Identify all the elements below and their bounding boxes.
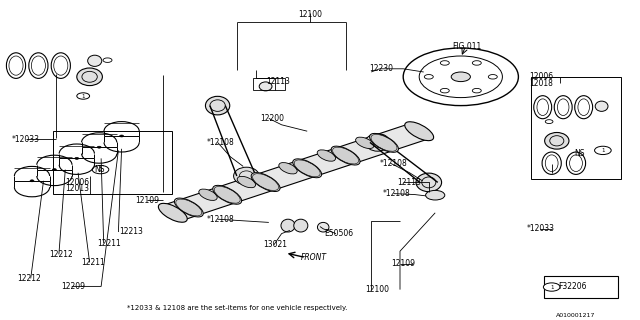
Text: *12108: *12108 [207, 215, 235, 224]
Bar [253, 78, 285, 90]
Text: *12108: *12108 [383, 189, 411, 198]
Text: 12211: 12211 [81, 258, 105, 267]
Polygon shape [163, 124, 429, 220]
Text: NS: NS [94, 165, 104, 174]
Ellipse shape [369, 133, 399, 152]
Ellipse shape [259, 82, 272, 91]
Ellipse shape [595, 101, 608, 111]
Bar [53, 131, 172, 194]
Text: E50506: E50506 [324, 229, 354, 238]
Ellipse shape [251, 172, 280, 191]
Text: 12113: 12113 [397, 178, 422, 187]
Text: 12109: 12109 [135, 196, 159, 204]
Ellipse shape [292, 159, 322, 178]
Text: 12006: 12006 [529, 72, 553, 81]
Text: 1: 1 [550, 284, 554, 290]
Text: A010001217: A010001217 [556, 313, 596, 318]
Circle shape [543, 283, 560, 291]
Text: 12113: 12113 [266, 77, 291, 86]
Circle shape [75, 157, 79, 159]
Text: *12108: *12108 [380, 159, 408, 168]
Circle shape [77, 93, 90, 99]
Ellipse shape [88, 55, 102, 67]
Circle shape [52, 169, 56, 171]
Text: 12230: 12230 [369, 64, 393, 73]
Ellipse shape [234, 167, 259, 185]
Ellipse shape [237, 176, 255, 188]
Text: 12212: 12212 [49, 250, 73, 259]
Ellipse shape [317, 150, 335, 161]
Text: *12033: *12033 [12, 135, 40, 144]
Ellipse shape [77, 68, 102, 86]
Ellipse shape [212, 185, 242, 204]
Ellipse shape [317, 222, 329, 232]
Text: 13021: 13021 [263, 240, 287, 249]
Text: 12100: 12100 [298, 10, 323, 19]
Bar [544, 276, 618, 298]
Text: 1: 1 [601, 148, 605, 153]
Ellipse shape [205, 96, 230, 115]
Ellipse shape [199, 189, 217, 200]
Text: 1: 1 [81, 93, 85, 99]
Text: 12200: 12200 [260, 114, 284, 123]
Ellipse shape [174, 198, 204, 217]
Text: *12033 & 12108 are the set-items for one vehicle respectively.: *12033 & 12108 are the set-items for one… [127, 305, 347, 311]
Text: 12109: 12109 [391, 260, 415, 268]
Text: 12212: 12212 [17, 274, 41, 283]
Circle shape [30, 180, 34, 182]
Ellipse shape [331, 146, 360, 165]
Ellipse shape [279, 163, 297, 174]
Text: 12100: 12100 [365, 285, 390, 294]
Text: 12211: 12211 [97, 239, 121, 248]
Ellipse shape [404, 122, 434, 141]
Circle shape [595, 146, 611, 155]
Text: FRONT: FRONT [301, 253, 326, 262]
Text: NS: NS [574, 149, 584, 158]
Ellipse shape [158, 203, 188, 222]
Circle shape [426, 190, 445, 200]
Ellipse shape [545, 132, 569, 149]
Circle shape [451, 72, 470, 82]
Text: 12213: 12213 [119, 228, 143, 236]
Circle shape [92, 165, 109, 174]
Circle shape [120, 135, 124, 137]
Text: 12209: 12209 [61, 282, 86, 291]
Ellipse shape [365, 134, 390, 151]
Text: 1: 1 [99, 167, 102, 172]
Text: 12013: 12013 [65, 184, 89, 193]
Text: 12018: 12018 [529, 79, 553, 88]
Text: F32206: F32206 [559, 282, 587, 291]
Text: *12033: *12033 [527, 224, 555, 233]
Text: FIG.011: FIG.011 [452, 42, 482, 51]
Ellipse shape [356, 137, 374, 148]
Text: 12006: 12006 [65, 178, 89, 187]
Ellipse shape [416, 173, 442, 192]
Bar [531, 77, 621, 179]
Circle shape [97, 146, 101, 148]
Ellipse shape [294, 219, 308, 232]
Text: *12108: *12108 [207, 138, 235, 147]
Ellipse shape [281, 219, 295, 232]
